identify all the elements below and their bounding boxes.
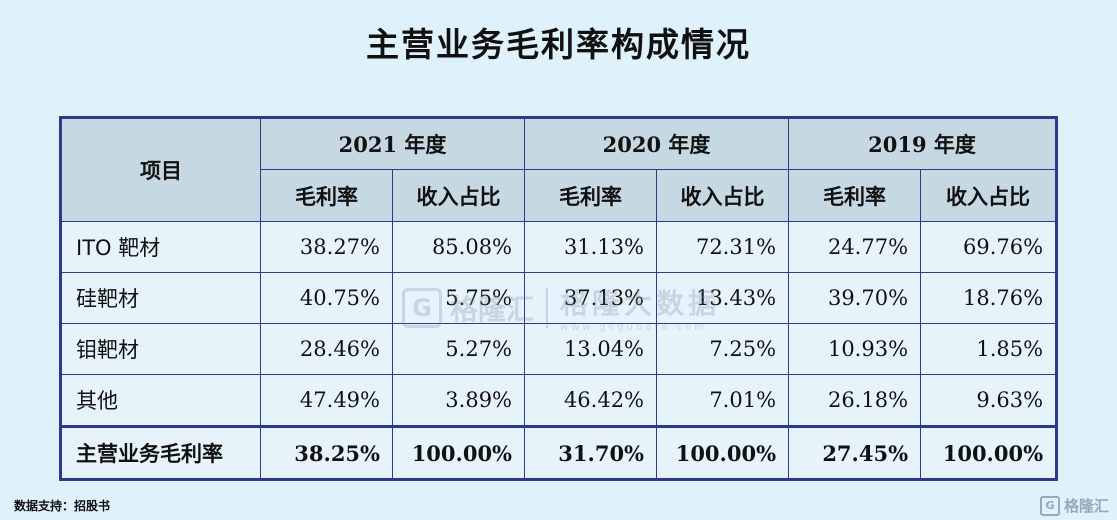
header-row-years: 项目 2021 年度 2020 年度 2019 年度 [60, 117, 1058, 222]
row-label: 钼靶材 [60, 323, 261, 375]
cell-value: 85.08% [391, 221, 526, 273]
cell-value: 7.01% [656, 374, 790, 427]
cell-value: 40.75% [260, 272, 393, 324]
cell-value: 26.18% [788, 374, 922, 427]
year-header-2019: 2019 年度 [788, 117, 1058, 170]
total-value: 100.00% [391, 425, 526, 480]
total-label: 主营业务毛利率 [60, 425, 261, 480]
cell-value: 10.93% [788, 323, 922, 375]
cell-value: 24.77% [788, 221, 922, 273]
corner-logo-icon: G [1039, 495, 1060, 516]
gross-margin-table: 项目 2021 年度 2020 年度 2019 年度 毛利率 收入占比 毛利率 … [59, 116, 1059, 481]
item-header: 项目 [60, 117, 261, 222]
cell-value: 31.13% [524, 221, 658, 273]
table-row: 其他 47.49% 3.89% 46.42% 7.01% 26.18% 9.63… [60, 374, 1058, 427]
sub-header-share: 收入占比 [391, 169, 526, 222]
row-label: 硅靶材 [60, 272, 261, 324]
sub-header-share: 收入占比 [920, 169, 1058, 222]
total-value: 31.70% [524, 425, 658, 480]
cell-value: 39.70% [788, 272, 922, 324]
cell-value: 5.27% [391, 323, 526, 375]
cell-value: 37.13% [524, 272, 658, 324]
header-row-metrics: 毛利率 收入占比 毛利率 收入占比 毛利率 收入占比 [61, 169, 1058, 222]
cell-value: 1.85% [920, 323, 1058, 375]
row-label: 其他 [60, 374, 261, 427]
year-header-2021: 2021 年度 [259, 117, 526, 170]
page-title: 主营业务毛利率构成情况 [366, 25, 751, 64]
cell-value: 13.43% [656, 272, 790, 324]
table-row: 硅靶材 40.75% 5.75% 37.13% 13.43% 39.70% 18… [60, 272, 1058, 324]
sub-header-margin: 毛利率 [260, 169, 393, 222]
cell-value: 13.04% [524, 323, 658, 375]
total-value: 100.00% [656, 425, 790, 480]
source-note: 数据支持：招股书 [14, 499, 111, 513]
corner-logo-name: 格隆汇 [1063, 497, 1109, 515]
total-value: 100.00% [920, 425, 1058, 480]
cell-value: 18.76% [920, 272, 1058, 324]
row-label: ITO 靶材 [60, 221, 261, 273]
table-row: ITO 靶材 38.27% 85.08% 31.13% 72.31% 24.77… [60, 221, 1058, 273]
cell-value: 46.42% [524, 374, 658, 427]
cell-value: 47.49% [260, 374, 393, 427]
year-header-2020: 2020 年度 [524, 117, 790, 170]
sub-header-margin: 毛利率 [788, 169, 922, 222]
sub-header-share: 收入占比 [656, 169, 790, 222]
total-row: 主营业务毛利率 38.25% 100.00% 31.70% 100.00% 27… [60, 425, 1058, 480]
total-value: 27.45% [788, 425, 922, 480]
table-row: 钼靶材 28.46% 5.27% 13.04% 7.25% 10.93% 1.8… [60, 323, 1058, 375]
cell-value: 38.27% [260, 221, 393, 273]
cell-value: 9.63% [920, 374, 1058, 427]
cell-value: 28.46% [260, 323, 393, 375]
total-value: 38.25% [260, 425, 393, 480]
sub-header-margin: 毛利率 [524, 169, 658, 222]
cell-value: 3.89% [391, 374, 526, 427]
cell-value: 5.75% [391, 272, 526, 324]
cell-value: 69.76% [920, 221, 1058, 273]
cell-value: 7.25% [656, 323, 790, 375]
corner-logo: G 格隆汇 [1039, 495, 1109, 516]
cell-value: 72.31% [656, 221, 790, 273]
